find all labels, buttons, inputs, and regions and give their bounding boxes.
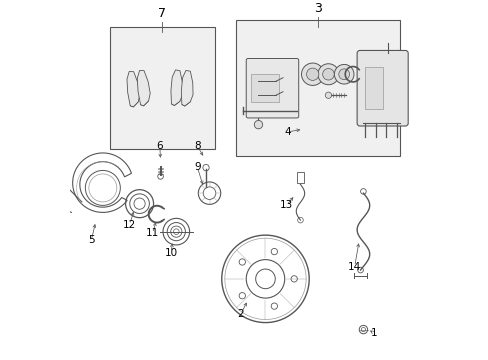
Circle shape	[301, 63, 323, 85]
Text: 10: 10	[164, 248, 177, 258]
Text: 11: 11	[146, 228, 159, 238]
Circle shape	[338, 69, 349, 80]
Bar	[296, 172, 304, 183]
Circle shape	[317, 64, 338, 85]
Polygon shape	[171, 70, 183, 105]
Bar	[251, 74, 279, 102]
Bar	[235, 20, 399, 157]
Bar	[110, 27, 214, 149]
Text: 3: 3	[313, 2, 321, 15]
Text: 4: 4	[284, 127, 290, 137]
Circle shape	[325, 92, 331, 98]
Text: 13: 13	[279, 201, 292, 210]
Text: 8: 8	[194, 141, 200, 151]
Text: 1: 1	[370, 328, 376, 338]
Circle shape	[322, 68, 333, 80]
Circle shape	[306, 68, 318, 80]
Polygon shape	[181, 71, 193, 106]
Text: 6: 6	[156, 141, 163, 151]
FancyBboxPatch shape	[246, 59, 298, 118]
Text: 14: 14	[347, 262, 361, 271]
Bar	[365, 67, 382, 109]
FancyBboxPatch shape	[356, 50, 407, 126]
Text: 2: 2	[237, 309, 244, 319]
Text: 5: 5	[88, 235, 94, 246]
Text: 12: 12	[123, 220, 136, 230]
Circle shape	[254, 120, 262, 129]
Text: 7: 7	[158, 7, 166, 20]
Text: 9: 9	[194, 162, 200, 172]
Polygon shape	[137, 71, 150, 106]
Polygon shape	[127, 72, 140, 107]
Circle shape	[334, 64, 353, 84]
